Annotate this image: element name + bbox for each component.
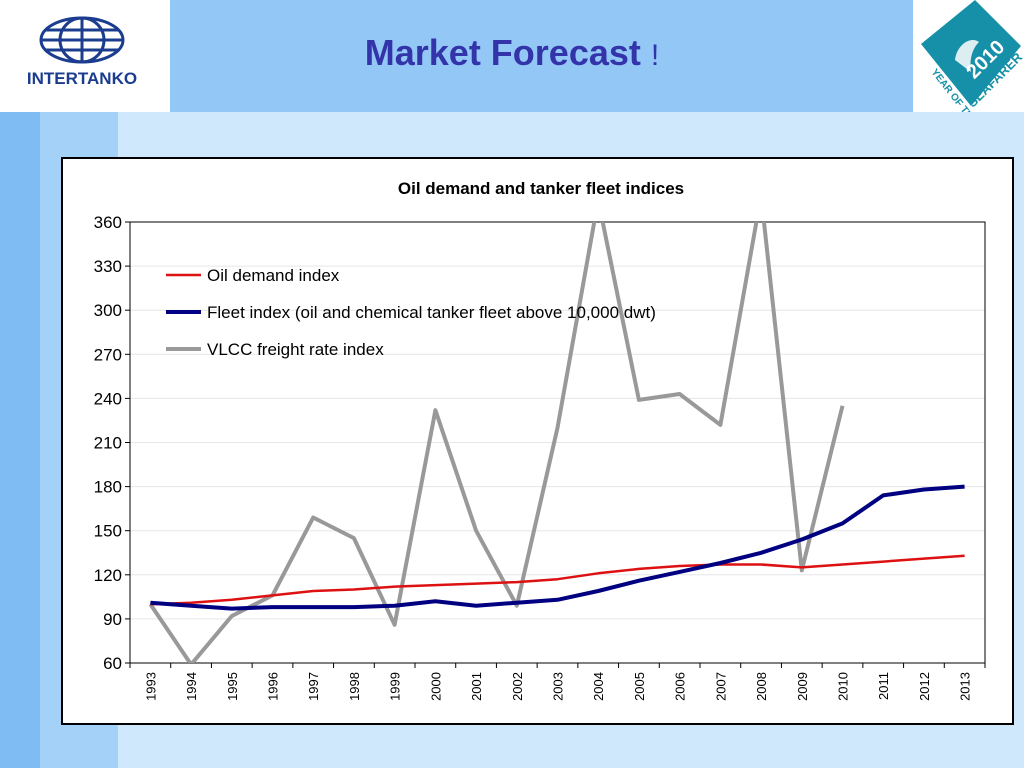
- y-tick-label: 90: [103, 610, 122, 629]
- page-title-suffix: !: [650, 39, 660, 72]
- globe-icon: INTERTANKO: [27, 16, 137, 88]
- y-tick-label: 180: [94, 478, 122, 497]
- year-of-the-seafarer-badge: 2010 YEAR OF THE SEAFARER: [913, 0, 1024, 112]
- x-tick-label: 1993: [143, 672, 158, 701]
- x-tick-label: 2000: [428, 672, 443, 701]
- axes: [125, 221, 986, 668]
- x-tick-label: 2002: [510, 672, 525, 701]
- chart-title: Oil demand and tanker fleet indices: [398, 179, 684, 198]
- y-tick-label: 270: [94, 345, 122, 364]
- y-tick-label: 210: [94, 434, 122, 453]
- y-tick-labels: 60 90 120 150 180 210 240 270 300 330 360: [94, 213, 122, 673]
- x-tick-label: 1999: [388, 672, 403, 701]
- grid-lines: [130, 265, 985, 620]
- y-tick-label: 60: [103, 654, 122, 673]
- legend-label: VLCC freight rate index: [207, 340, 384, 359]
- x-tick-label: 2004: [591, 672, 606, 701]
- legend-label: Fleet index (oil and chemical tanker fle…: [207, 303, 656, 322]
- x-tick-label: 1995: [225, 672, 240, 701]
- x-tick-label: 2008: [754, 672, 769, 701]
- y-tick-label: 330: [94, 257, 122, 276]
- y-tick-label: 120: [94, 566, 122, 585]
- x-tick-label: 2003: [551, 672, 566, 701]
- x-tick-labels: 1993 1994 1995 1996 1997 1998 1999 2000 2001 2002…: [143, 672, 972, 701]
- x-tick-label: 2005: [632, 672, 647, 701]
- series-line-3: [148, 222, 845, 663]
- y-tick-label: 240: [94, 389, 122, 408]
- x-tick-label: 1994: [184, 672, 199, 701]
- logo-text: INTERTANKO: [27, 69, 137, 88]
- x-tick-label: 2011: [876, 672, 891, 700]
- intertanko-logo: INTERTANKO: [0, 0, 170, 112]
- y-tick-label: 360: [94, 213, 122, 232]
- x-tick-label: 2006: [673, 672, 688, 701]
- series-line-1: [150, 554, 965, 606]
- line-chart: Oil demand and tanker fleet indices 60 90…: [94, 179, 986, 701]
- x-tick-label: 2013: [958, 672, 973, 701]
- chart-frame: Oil demand and tanker fleet indices 60 90…: [61, 157, 1014, 725]
- header-band: [0, 0, 1024, 112]
- x-tick-label: 1996: [266, 672, 281, 701]
- legend-label: Oil demand index: [207, 266, 340, 285]
- left-decor-strip-dark: [0, 112, 40, 768]
- x-tick-label: 2007: [713, 672, 728, 701]
- x-tick-label: 2001: [469, 672, 484, 701]
- y-tick-label: 300: [94, 301, 122, 320]
- series-line-2: [150, 484, 965, 611]
- y-tick-label: 150: [94, 522, 122, 541]
- page-title: Market Forecast !: [0, 32, 1024, 74]
- x-tick-label: 2012: [917, 672, 932, 701]
- x-tick-label: 2010: [836, 672, 851, 701]
- x-tick-label: 2009: [795, 672, 810, 701]
- x-tick-label: 1998: [347, 672, 362, 701]
- x-tick-label: 1997: [306, 672, 321, 701]
- legend: Oil demand index Fleet index (oil and che…: [166, 266, 656, 359]
- page-title-text: Market Forecast: [364, 32, 641, 73]
- series-lines: [148, 222, 965, 663]
